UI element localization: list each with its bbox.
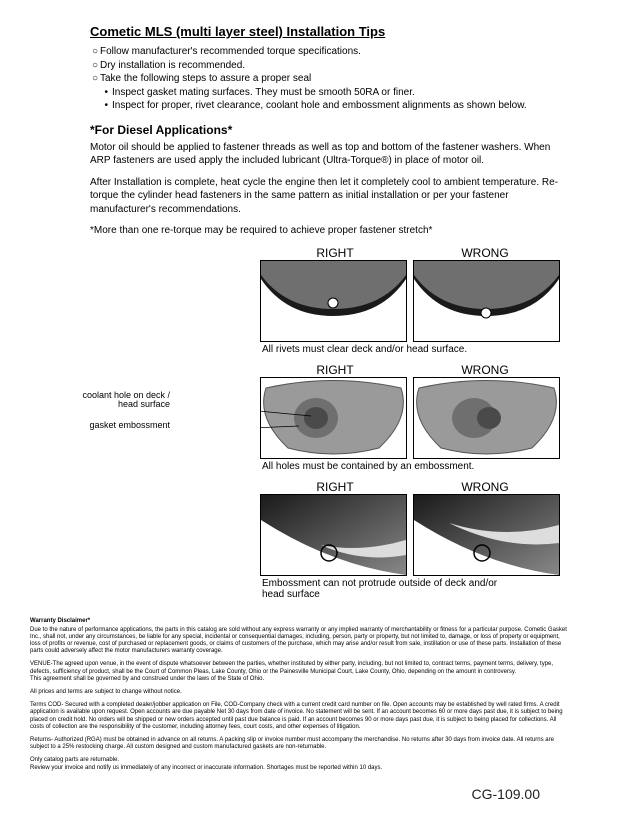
bullet-3: Take the following steps to assure a pro… [100, 72, 311, 86]
caption-1: All rivets must clear deck and/or head s… [90, 344, 570, 355]
fine-p1: Due to the nature of performance applica… [30, 627, 570, 656]
fine-p4: Terms COD- Secured with a completed deal… [30, 702, 570, 731]
fine-p3: All prices and terms are subject to chan… [30, 689, 570, 696]
fine-print: Warranty Disclaimer* Due to the nature o… [30, 618, 570, 772]
diagram-1-right [260, 260, 407, 342]
label-right: RIGHT [260, 363, 410, 377]
label-wrong: WRONG [410, 363, 560, 377]
diagram-row-2: coolant hole on deck / head surface gask… [90, 363, 570, 472]
diagrams: RIGHT WRONG [90, 246, 570, 600]
diesel-p1: Motor oil should be applied to fastener … [90, 141, 570, 168]
diagram-row-3: RIGHT WRONG [90, 480, 570, 600]
diagram-2-right [260, 377, 407, 459]
diagram-3-wrong [413, 494, 560, 576]
fine-p6: Only catalog parts are returnable.Review… [30, 757, 570, 771]
page: Cometic MLS (multi layer steel) Installa… [0, 0, 618, 826]
label-right: RIGHT [260, 246, 410, 260]
diesel-p3: *More than one re-torque may be required… [90, 224, 570, 238]
caption-2: All holes must be contained by an emboss… [90, 461, 570, 472]
fine-p5: Returns- Authorized (RGA) must be obtain… [30, 737, 570, 751]
sub-bullet-2: Inspect for proper, rivet clearance, coo… [112, 99, 527, 113]
diagram-3-right [260, 494, 407, 576]
label-wrong: WRONG [410, 480, 560, 494]
page-title: Cometic MLS (multi layer steel) Installa… [90, 24, 570, 39]
annotation-coolant-hole: coolant hole on deck / head surface [80, 391, 170, 411]
bullet-1: Follow manufacturer's recommended torque… [100, 45, 361, 59]
diesel-p2: After Installation is complete, heat cyc… [90, 176, 570, 217]
diagram-row-1: RIGHT WRONG [90, 246, 570, 355]
caption-3: Embossment can not protrude outside of d… [90, 578, 522, 600]
diesel-heading: *For Diesel Applications* [90, 123, 570, 137]
sub-bullet-1: Inspect gasket mating surfaces. They mus… [112, 86, 415, 100]
diagram-2-wrong [413, 377, 560, 459]
page-footer: CG-109.00 [90, 786, 570, 802]
warranty-title: Warranty Disclaimer* [30, 618, 570, 625]
label-right: RIGHT [260, 480, 410, 494]
bullet-2: Dry installation is recommended. [100, 59, 245, 73]
label-wrong: WRONG [410, 246, 560, 260]
diagram-1-wrong [413, 260, 560, 342]
annotation-gasket-embossment: gasket embossment [80, 421, 170, 431]
bullet-list: ○Follow manufacturer's recommended torqu… [90, 45, 570, 113]
fine-p2: VENUE-The agreed upon venue, in the even… [30, 661, 570, 683]
